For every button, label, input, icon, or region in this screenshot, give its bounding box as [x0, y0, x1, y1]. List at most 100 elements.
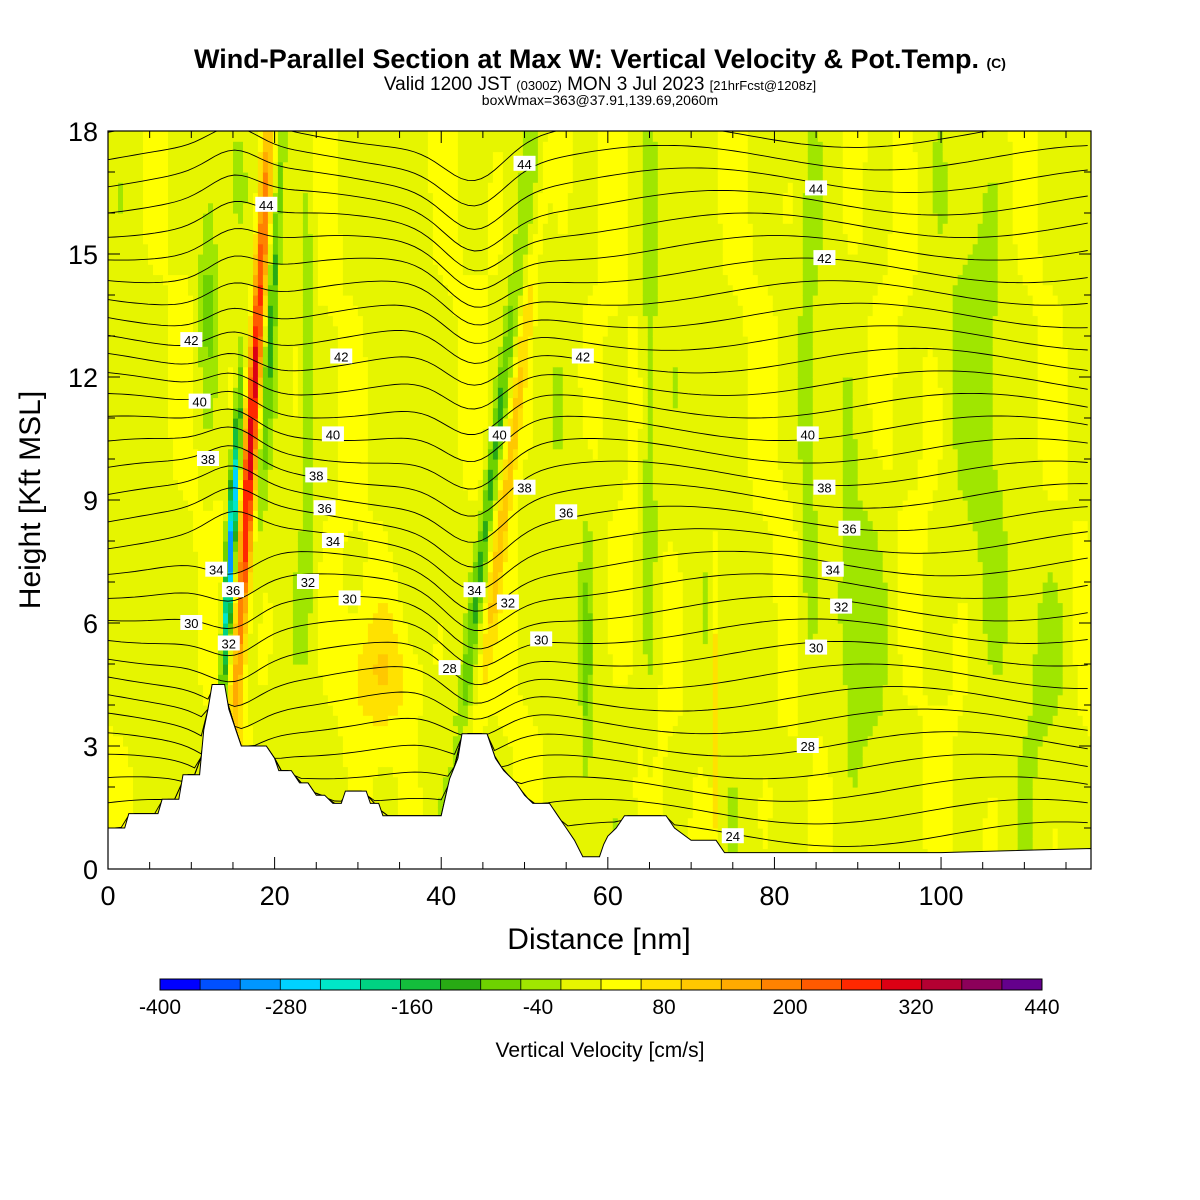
- velocity-cell: [198, 346, 204, 358]
- velocity-cell: [352, 325, 359, 337]
- velocity-cell: [113, 725, 119, 737]
- velocity-cell: [297, 233, 304, 245]
- velocity-cell: [128, 551, 134, 563]
- velocity-cell: [352, 643, 359, 655]
- velocity-cell: [402, 551, 409, 563]
- velocity-cell: [262, 582, 269, 593]
- velocity-cell: [143, 233, 149, 245]
- velocity-cell: [347, 530, 354, 542]
- velocity-cell: [372, 346, 379, 358]
- velocity-cell: [108, 305, 114, 317]
- velocity-cell: [113, 305, 119, 317]
- velocity-cell: [402, 479, 409, 491]
- velocity-cell: [432, 223, 439, 235]
- velocity-cell: [163, 643, 169, 655]
- velocity-cell: [392, 571, 399, 583]
- velocity-cell: [128, 131, 134, 142]
- velocity-cell: [248, 172, 254, 183]
- velocity-cell: [342, 561, 349, 573]
- velocity-cell: [223, 602, 229, 614]
- velocity-cell: [392, 141, 399, 153]
- velocity-cell: [347, 571, 354, 583]
- velocity-cell: [238, 274, 244, 286]
- velocity-cell: [203, 489, 209, 501]
- velocity-cell: [332, 479, 339, 491]
- velocity-cell: [442, 541, 449, 552]
- velocity-cell: [188, 428, 194, 440]
- velocity-cell: [238, 715, 244, 727]
- velocity-cell: [447, 459, 454, 470]
- velocity-cell: [233, 264, 239, 276]
- velocity-cell: [432, 459, 439, 470]
- velocity-cell: [412, 325, 419, 337]
- velocity-cell: [223, 377, 229, 388]
- velocity-cell: [262, 243, 269, 255]
- velocity-cell: [282, 479, 289, 491]
- velocity-cell: [257, 705, 264, 716]
- velocity-cell: [262, 274, 269, 286]
- velocity-cell: [148, 694, 154, 706]
- velocity-cell: [168, 131, 174, 142]
- velocity-cell: [282, 653, 289, 665]
- velocity-cell: [123, 735, 129, 747]
- velocity-cell: [277, 305, 284, 317]
- velocity-cell: [267, 530, 274, 542]
- velocity-cell: [113, 807, 119, 819]
- velocity-cell: [427, 305, 434, 317]
- velocity-cell: [317, 161, 324, 173]
- velocity-cell: [437, 561, 444, 573]
- velocity-cell: [257, 325, 264, 337]
- velocity-cell: [173, 623, 179, 634]
- velocity-cell: [173, 541, 179, 552]
- velocity-cell: [233, 213, 239, 224]
- velocity-cell: [248, 428, 254, 440]
- velocity-cell: [357, 182, 364, 194]
- velocity-cell: [223, 356, 229, 368]
- velocity-cell: [243, 141, 249, 153]
- velocity-cell: [312, 448, 319, 460]
- velocity-cell: [337, 243, 344, 255]
- velocity-cell: [123, 397, 129, 409]
- velocity-cell: [153, 469, 159, 481]
- velocity-cell: [312, 479, 319, 491]
- velocity-cell: [272, 387, 279, 399]
- velocity-cell: [372, 694, 379, 706]
- velocity-cell: [407, 172, 414, 183]
- velocity-cell: [322, 694, 329, 706]
- velocity-cell: [238, 254, 244, 265]
- velocity-cell: [302, 325, 309, 337]
- velocity-cell: [148, 725, 154, 737]
- velocity-cell: [128, 243, 134, 255]
- velocity-cell: [108, 766, 114, 778]
- velocity-cell: [407, 643, 414, 655]
- velocity-cell: [262, 233, 269, 245]
- velocity-cell: [153, 202, 159, 214]
- velocity-cell: [183, 346, 189, 358]
- velocity-cell: [253, 366, 259, 378]
- velocity-cell: [173, 520, 179, 532]
- velocity-cell: [173, 653, 179, 665]
- velocity-cell: [277, 756, 284, 768]
- velocity-cell: [397, 141, 404, 153]
- velocity-cell: [327, 397, 334, 409]
- velocity-cell: [138, 397, 144, 409]
- velocity-cell: [432, 797, 439, 809]
- velocity-cell: [392, 746, 399, 757]
- velocity-cell: [143, 653, 149, 665]
- velocity-cell: [327, 438, 334, 450]
- velocity-cell: [277, 356, 284, 368]
- velocity-cell: [238, 202, 244, 214]
- velocity-cell: [233, 274, 239, 286]
- velocity-cell: [422, 469, 429, 481]
- velocity-cell: [233, 612, 239, 624]
- velocity-cell: [302, 141, 309, 153]
- velocity-cell: [317, 407, 324, 419]
- velocity-cell: [322, 377, 329, 388]
- velocity-cell: [387, 643, 394, 655]
- velocity-cell: [317, 315, 324, 327]
- velocity-cell: [143, 715, 149, 727]
- velocity-cell: [233, 397, 239, 409]
- velocity-cell: [118, 469, 124, 481]
- velocity-cell: [362, 336, 369, 347]
- velocity-cell: [292, 592, 299, 604]
